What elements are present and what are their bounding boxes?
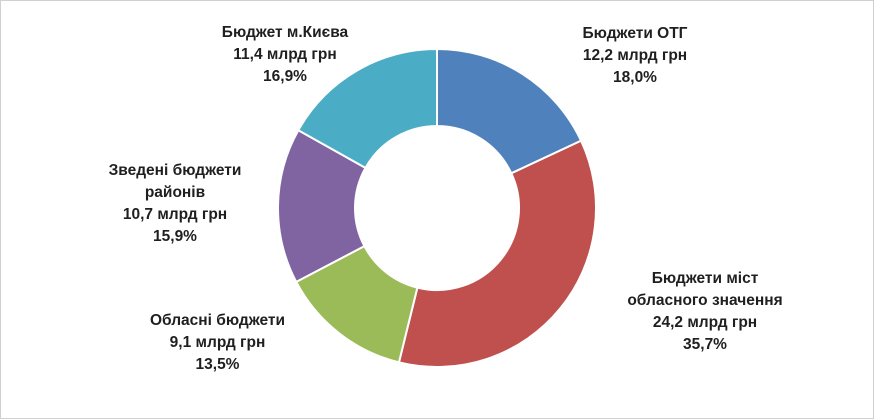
label-otg-percent: 18,0%	[613, 69, 657, 86]
label-raions-name-1: Зведені бюджети	[108, 162, 242, 179]
label-oblast-percent: 13,5%	[195, 356, 240, 373]
label-cities-name-2: обласного значення	[627, 292, 783, 309]
label-kyiv: Бюджет м.Києва 11,4 млрд грн 16,9%	[195, 22, 375, 88]
donut-slice-raions	[277, 128, 367, 284]
label-kyiv-amount: 11,4 млрд грн	[233, 46, 337, 63]
label-cities-name-1: Бюджети міст	[651, 270, 759, 287]
label-raions: Зведені бюджети районів 10,7 млрд грн 15…	[75, 160, 275, 248]
label-oblast: Обласні бюджети 9,1 млрд грн 13,5%	[115, 310, 320, 376]
label-kyiv-percent: 16,9%	[263, 68, 307, 85]
donut-slice-kyiv	[296, 47, 438, 170]
label-otg-name: Бюджети ОТГ	[582, 25, 688, 42]
label-cities: Бюджети міст обласного значення 24,2 млр…	[590, 268, 820, 356]
label-raions-name-2: районів	[144, 184, 206, 201]
label-kyiv-name: Бюджет м.Києва	[221, 24, 349, 41]
donut-slice-otg	[436, 47, 583, 175]
label-oblast-amount: 9,1 млрд грн	[169, 334, 266, 351]
label-oblast-name: Обласні бюджети	[149, 312, 286, 329]
label-cities-percent: 35,7%	[683, 336, 727, 353]
label-raions-percent: 15,9%	[153, 228, 197, 245]
label-otg: Бюджети ОТГ 12,2 млрд грн 18,0%	[545, 23, 725, 89]
label-raions-amount: 10,7 млрд грн	[122, 206, 228, 223]
label-otg-amount: 12,2 млрд грн	[582, 47, 688, 64]
donut-slice-cities	[397, 139, 597, 368]
label-cities-amount: 24,2 млрд грн	[652, 314, 758, 331]
